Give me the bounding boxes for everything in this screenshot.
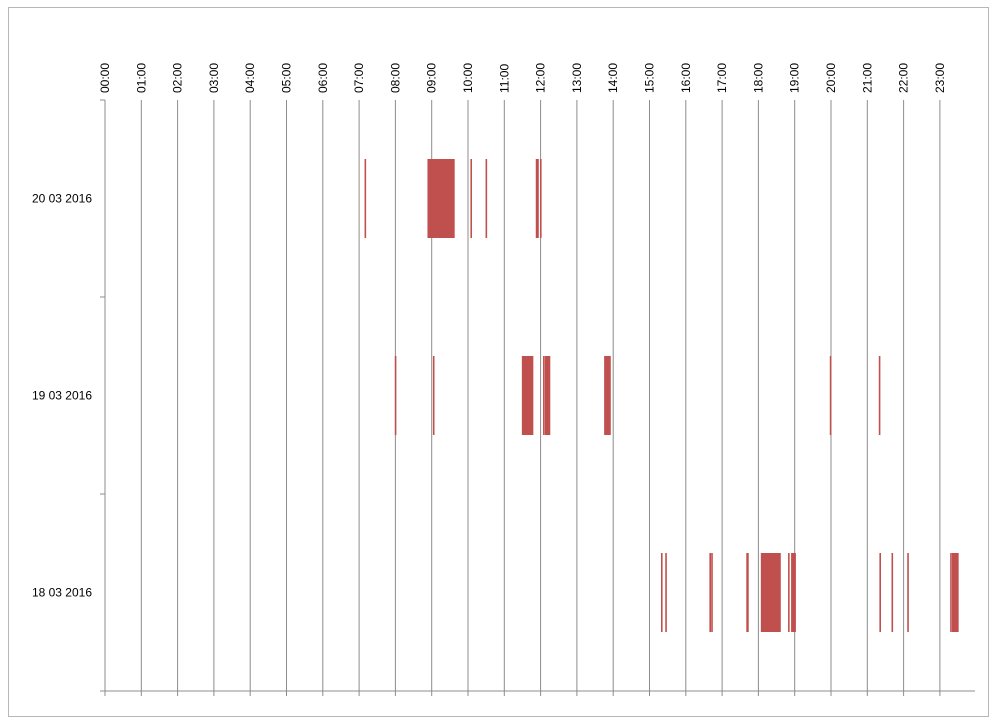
activity-bar [952, 553, 959, 632]
activity-bar [521, 356, 534, 435]
x-tick-label: 16:00 [679, 63, 693, 93]
activity-bar [394, 356, 397, 435]
x-tick-label: 04:00 [243, 63, 257, 93]
chart-frame [8, 7, 989, 717]
activity-bar [485, 159, 488, 238]
x-tick-label: 14:00 [606, 63, 620, 93]
activity-bar [432, 356, 435, 435]
activity-bar [788, 553, 790, 632]
x-tick-label: 11:00 [497, 64, 511, 93]
x-tick-label: 22:00 [897, 63, 911, 93]
activity-bar [427, 159, 455, 238]
x-tick-label: 20:00 [824, 63, 838, 93]
x-tick-label: 17:00 [715, 63, 729, 93]
x-tick-label: 12:00 [534, 63, 548, 93]
x-tick-label: 23:00 [933, 63, 947, 93]
activity-bar [543, 356, 545, 435]
x-tick-label: 01:00 [134, 63, 148, 93]
x-tick-label: 09:00 [425, 63, 439, 93]
x-tick-label: 03:00 [207, 63, 221, 93]
activity-bar [364, 159, 367, 238]
x-tick-label: 18:00 [751, 63, 765, 93]
activity-bar [544, 356, 551, 435]
activity-bar [879, 553, 881, 632]
activity-bar [791, 553, 796, 632]
x-tick-label: 02:00 [171, 63, 185, 93]
activity-bar [604, 356, 611, 435]
activity-bar [535, 159, 539, 238]
activity-bar [950, 553, 952, 632]
x-tick-label: 07:00 [352, 63, 366, 93]
activity-bar [665, 553, 667, 632]
activity-bar [539, 159, 542, 238]
activity-bar [760, 553, 781, 632]
activity-bar [709, 553, 711, 632]
activity-bar [660, 553, 663, 632]
x-tick-label: 13:00 [570, 63, 584, 93]
activity-bar [470, 159, 473, 238]
x-tick-label: 00:00 [98, 63, 112, 93]
x-tick-label: 15:00 [643, 63, 657, 93]
x-tick-label: 08:00 [388, 63, 402, 93]
category-label: 19 03 2016 [32, 389, 92, 403]
activity-bar [891, 553, 894, 632]
category-label: 20 03 2016 [32, 192, 92, 206]
category-label: 18 03 2016 [32, 586, 92, 600]
x-tick-label: 06:00 [316, 63, 330, 93]
activity-bar [907, 553, 909, 632]
x-tick-label: 19:00 [788, 63, 802, 93]
x-tick-label: 10:00 [461, 63, 475, 93]
x-tick-label: 05:00 [280, 63, 294, 93]
activity-bar [878, 356, 881, 435]
activity-bar [746, 553, 749, 632]
activity-bar [829, 356, 832, 435]
x-tick-label: 21:00 [860, 63, 874, 93]
activity-bar [711, 553, 713, 632]
